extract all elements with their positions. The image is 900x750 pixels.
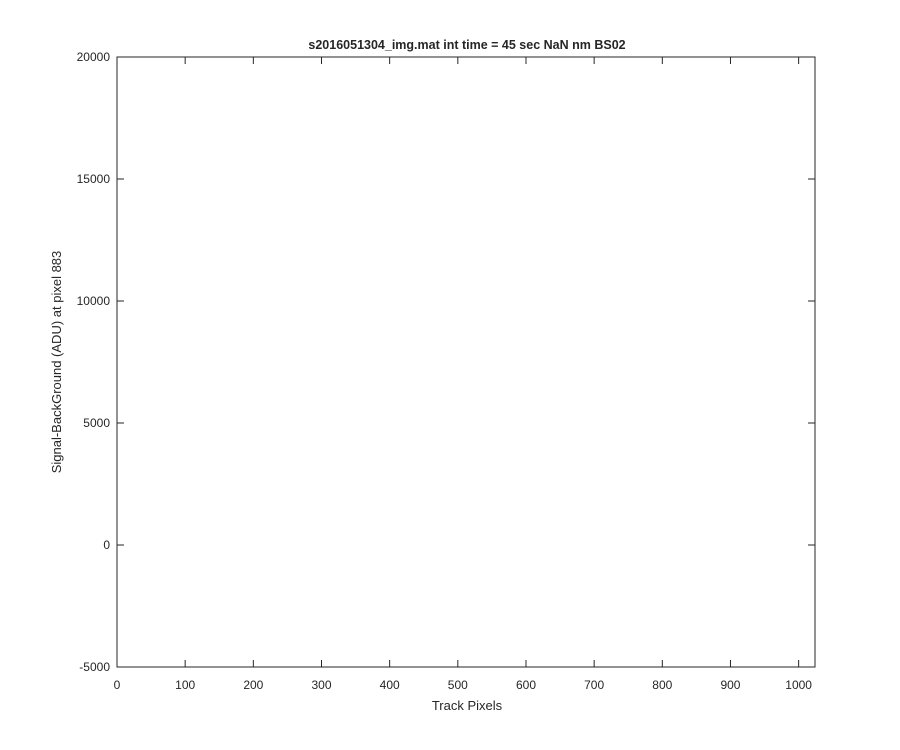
- plot-area-frame: [116, 56, 816, 668]
- x-tick-label: 700: [584, 678, 604, 692]
- y-tick-label: 5000: [83, 416, 110, 430]
- x-axis-label: Track Pixels: [432, 698, 503, 713]
- x-tick-label: 300: [311, 678, 331, 692]
- y-axis-label: Signal-BackGround (ADU) at pixel 883: [49, 251, 64, 474]
- x-tick-label: 100: [175, 678, 195, 692]
- x-tick-label: 600: [516, 678, 536, 692]
- y-tick-label: 20000: [77, 50, 111, 64]
- x-tick-label: 900: [720, 678, 740, 692]
- x-tick-label: 1000: [785, 678, 812, 692]
- y-tick-label: 15000: [77, 172, 111, 186]
- y-tick-label: 0: [103, 538, 110, 552]
- chart-title: s2016051304_img.mat int time = 45 sec Na…: [308, 38, 625, 52]
- x-tick-label: 0: [114, 678, 121, 692]
- y-tick-label: 10000: [77, 294, 111, 308]
- axes-layer: 0 100 200 300 400 500 600 700 800 900 1000 -5000 0 50…: [77, 50, 816, 692]
- x-tick-label: 200: [243, 678, 263, 692]
- y-tick-label: -5000: [79, 660, 110, 674]
- x-tick-label: 400: [380, 678, 400, 692]
- x-tick-label: 500: [448, 678, 468, 692]
- x-tick-label: 800: [652, 678, 672, 692]
